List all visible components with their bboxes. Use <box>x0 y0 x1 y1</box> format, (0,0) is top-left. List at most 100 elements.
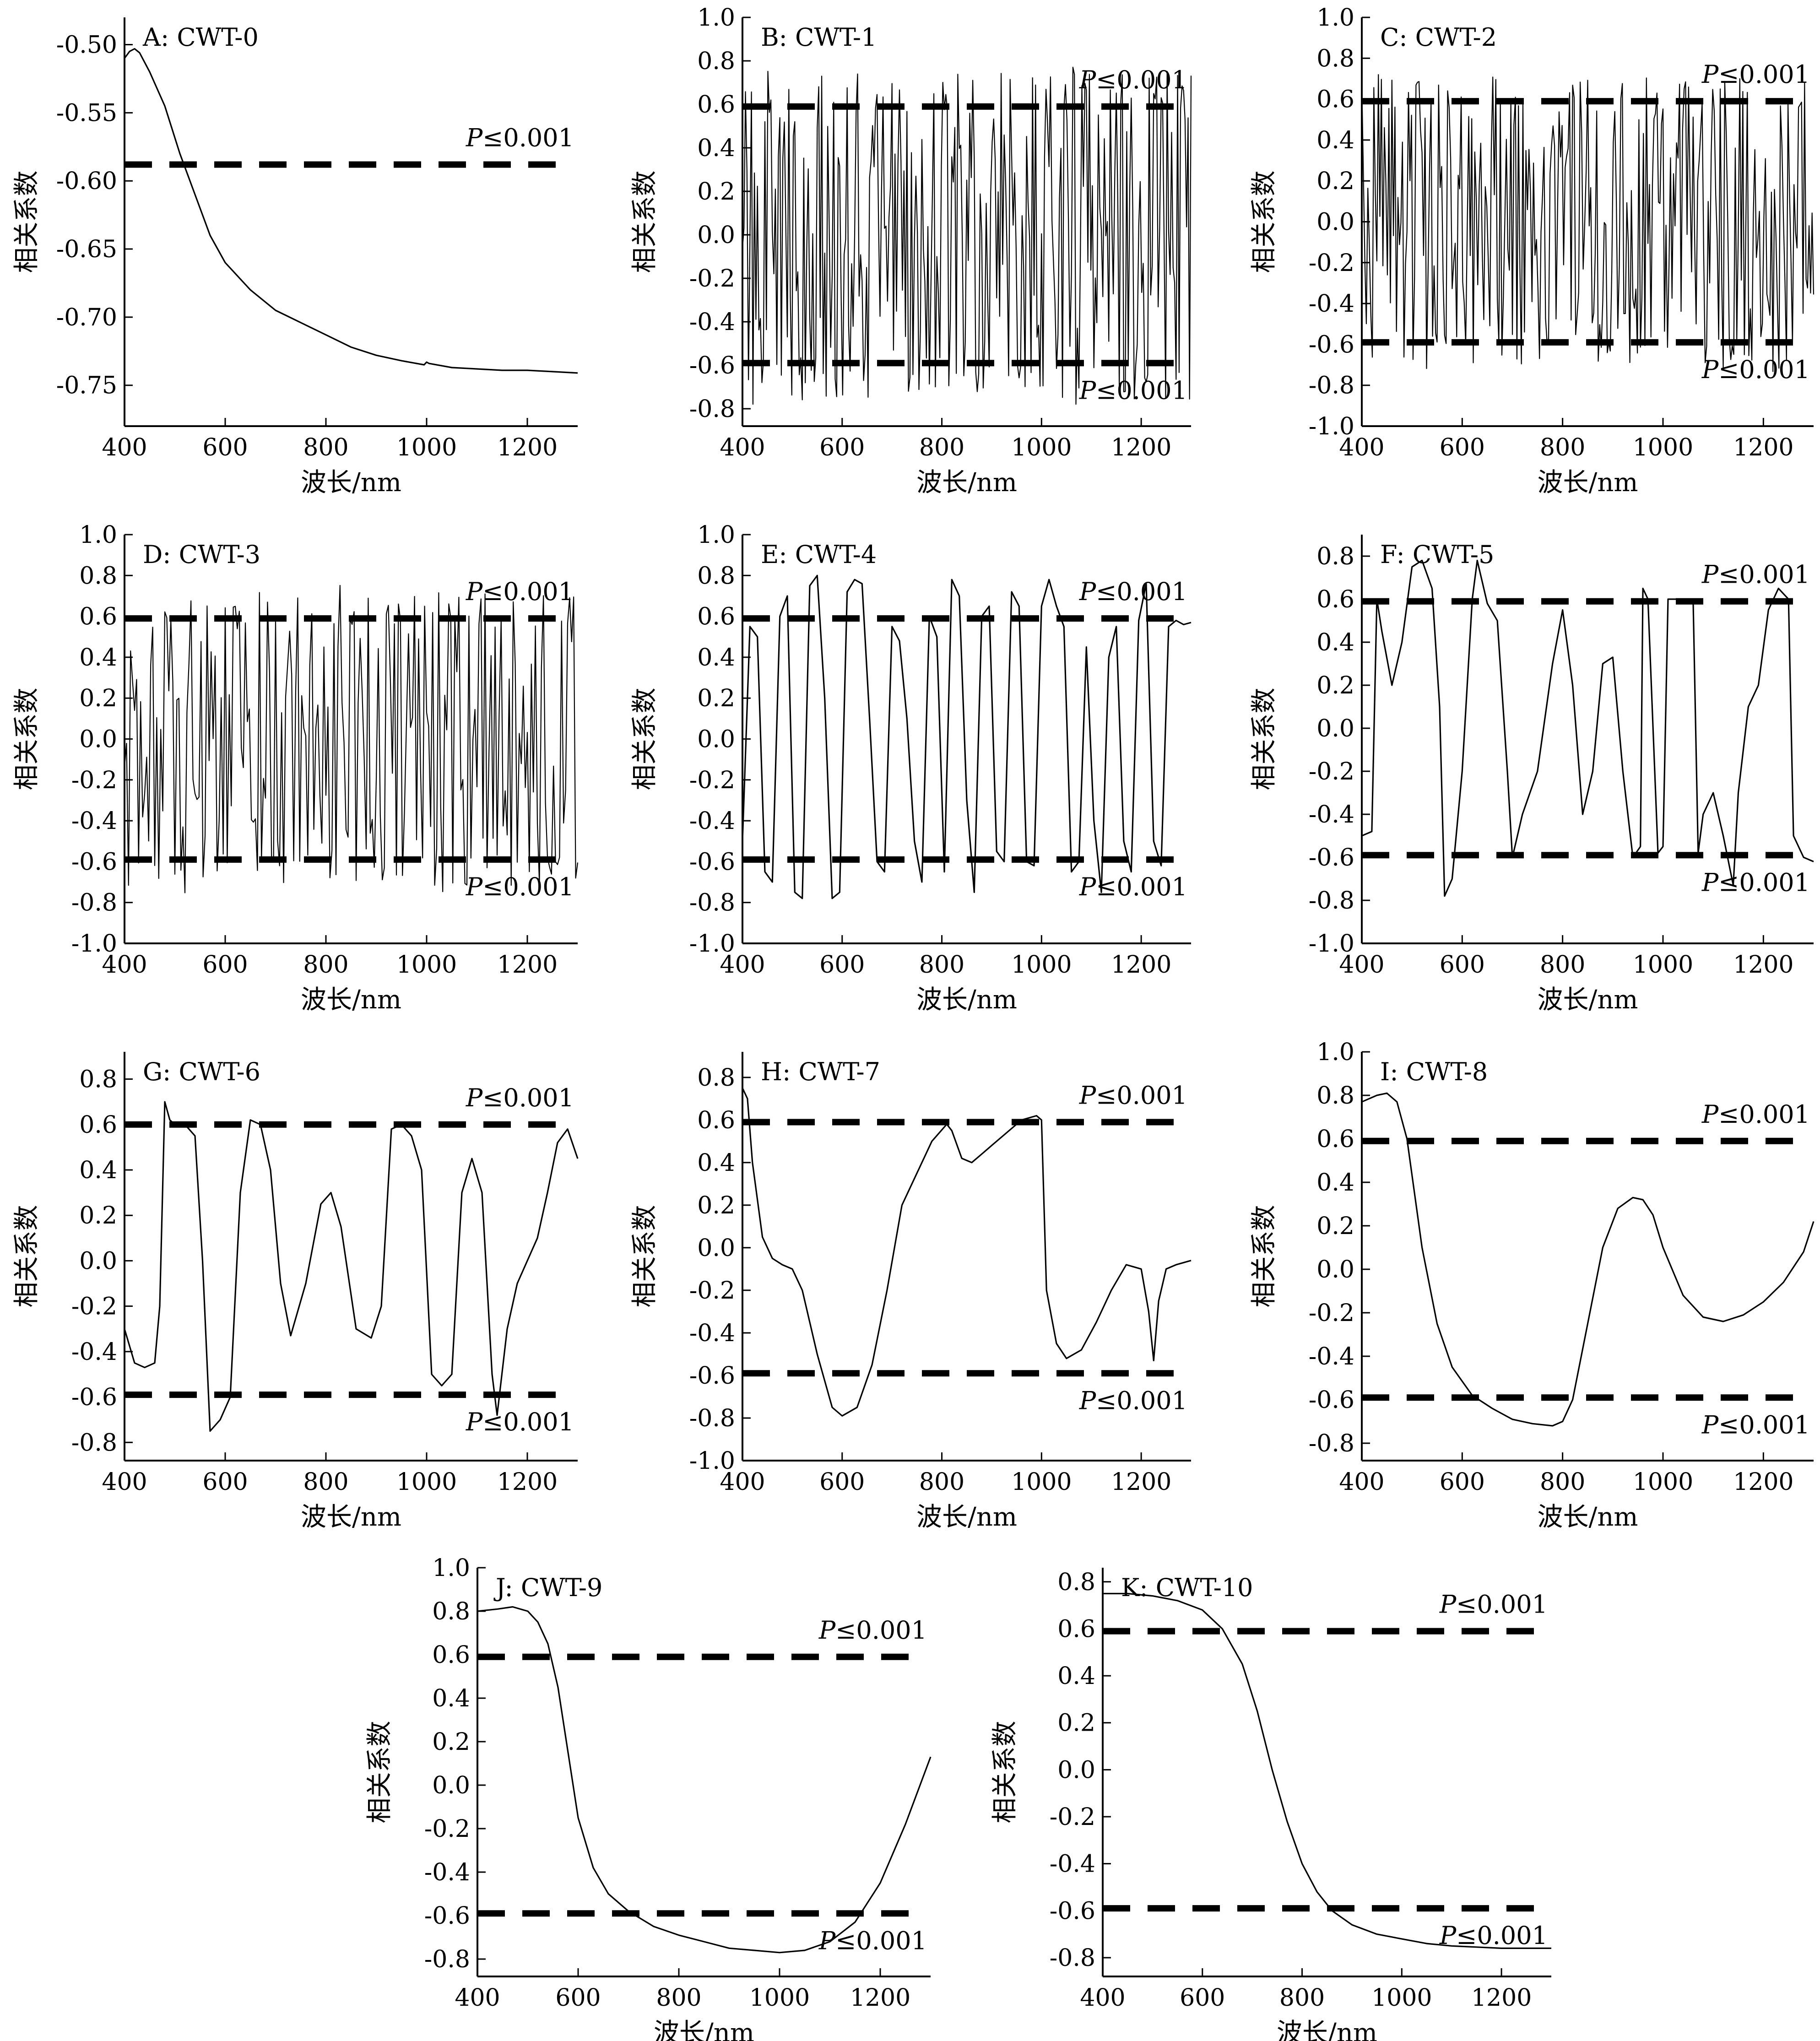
x-tick-label: 800 <box>1540 434 1585 461</box>
y-axis-label: 相关系数 <box>12 688 42 790</box>
y-tick-label: -0.70 <box>56 304 117 331</box>
significance-label: P≤0.001 <box>1079 65 1187 94</box>
y-tick-label: 0.4 <box>1316 127 1354 154</box>
y-axis-label: 相关系数 <box>1249 1205 1279 1308</box>
x-tick-label: 800 <box>1279 1984 1325 2012</box>
significance-label: P≤0.001 <box>1079 1386 1187 1415</box>
y-tick-label: 1.0 <box>432 1554 470 1582</box>
x-tick-label: 1200 <box>1733 434 1793 461</box>
x-tick-label: 400 <box>1339 434 1384 461</box>
y-tick-label: 0.8 <box>697 48 735 75</box>
y-tick-label: 0.2 <box>697 1192 735 1219</box>
y-tick-label: 0.8 <box>697 1064 735 1092</box>
y-tick-label: -0.8 <box>1050 1944 1095 1972</box>
x-tick-label: 600 <box>202 951 248 979</box>
y-tick-label: -0.4 <box>1309 801 1354 828</box>
y-axis-label: 相关系数 <box>365 1721 395 1824</box>
y-tick-label: 0.8 <box>432 1598 470 1625</box>
x-tick-label: 1000 <box>396 1468 457 1496</box>
y-tick-label: -0.6 <box>689 848 735 876</box>
y-tick-label: -0.6 <box>71 1384 117 1411</box>
significance-label: P≤0.001 <box>1701 1100 1810 1129</box>
x-tick-label: 1000 <box>1011 1468 1072 1496</box>
x-tick-label: 600 <box>1440 434 1485 461</box>
x-axis-label: 波长/nm <box>1277 2018 1377 2041</box>
y-tick-label: -0.6 <box>424 1902 470 1930</box>
y-tick-label: -0.50 <box>56 32 117 59</box>
y-tick-label: -0.65 <box>56 236 117 263</box>
x-tick-label: 1200 <box>1733 951 1793 979</box>
y-tick-label: 0.2 <box>1057 1710 1095 1737</box>
y-tick-label: 0.6 <box>79 1111 117 1139</box>
x-axis-label: 波长/nm <box>654 2018 754 2041</box>
x-tick-label: 800 <box>303 951 348 979</box>
y-axis-label: 相关系数 <box>12 171 42 273</box>
y-tick-label: -0.55 <box>56 99 117 127</box>
x-axis-label: 波长/nm <box>916 985 1017 1015</box>
x-tick-label: 600 <box>819 434 865 461</box>
x-tick-label: 800 <box>656 1984 701 2012</box>
y-tick-label: 1.0 <box>79 521 117 549</box>
x-tick-label: 600 <box>819 951 865 979</box>
y-tick-label: 0.2 <box>432 1728 470 1756</box>
x-tick-label: 400 <box>102 1468 147 1496</box>
y-tick-label: 0.0 <box>697 1234 735 1262</box>
y-tick-label: 0.6 <box>1316 586 1354 613</box>
x-tick-label: 400 <box>720 951 765 979</box>
significance-label: P≤0.001 <box>466 577 574 606</box>
x-tick-label: 1000 <box>396 434 457 461</box>
x-tick-label: 400 <box>102 951 147 979</box>
y-tick-label: 0.4 <box>697 1149 735 1177</box>
significance-label: P≤0.001 <box>1701 560 1810 589</box>
y-axis-label: 相关系数 <box>630 688 660 790</box>
y-tick-label: -0.8 <box>689 889 735 917</box>
y-tick-label: 1.0 <box>697 4 735 32</box>
significance-label: P≤0.001 <box>1701 868 1810 897</box>
y-tick-label: -0.4 <box>1309 290 1354 318</box>
x-tick-label: 400 <box>1339 1468 1384 1496</box>
y-tick-label: -0.4 <box>71 807 117 835</box>
y-tick-label: 1.0 <box>1316 4 1354 32</box>
y-tick-label: -0.8 <box>689 395 735 423</box>
y-tick-label: -0.2 <box>689 1277 735 1305</box>
x-tick-label: 1200 <box>1471 1984 1532 2012</box>
y-axis-label: 相关系数 <box>1249 171 1279 273</box>
x-tick-label: 600 <box>202 434 248 461</box>
y-tick-label: -0.4 <box>1050 1851 1095 1878</box>
x-tick-label: 600 <box>1440 1468 1485 1496</box>
significance-label: P≤0.001 <box>466 1083 574 1112</box>
y-tick-label: -0.8 <box>424 1946 470 1973</box>
y-axis-label: 相关系数 <box>12 1205 42 1308</box>
x-tick-label: 1200 <box>497 1468 558 1496</box>
x-axis-label: 波长/nm <box>1537 468 1638 498</box>
y-tick-label: -0.4 <box>424 1859 470 1886</box>
y-tick-label: 0.6 <box>697 91 735 119</box>
x-tick-label: 400 <box>1339 951 1384 979</box>
cwt-correlation-figure: -0.50-0.55-0.60-0.65-0.70-0.75400 600 800 1… <box>0 0 1820 2041</box>
y-tick-label: -0.2 <box>1309 758 1354 785</box>
y-tick-label: -0.6 <box>71 848 117 876</box>
y-tick-label: 0.6 <box>1316 1126 1354 1153</box>
x-tick-label: 400 <box>455 1984 500 2012</box>
panel-title: G: CWT-6 <box>143 1057 260 1086</box>
x-axis-label: 波长/nm <box>1537 1502 1638 1532</box>
y-tick-label: 0.2 <box>1316 168 1354 195</box>
x-tick-label: 800 <box>919 1468 964 1496</box>
y-tick-label: 0.0 <box>79 1247 117 1275</box>
y-tick-label: 0.6 <box>79 603 117 631</box>
y-tick-label: 0.6 <box>432 1641 470 1669</box>
significance-label: P≤0.001 <box>1701 355 1810 384</box>
x-tick-label: 400 <box>102 434 147 461</box>
panel-title: J: CWT-9 <box>493 1573 602 1602</box>
panel-title: K: CWT-10 <box>1121 1573 1253 1602</box>
y-tick-label: -0.75 <box>56 372 117 400</box>
significance-label: P≤0.001 <box>1439 1590 1548 1619</box>
y-tick-label: 0.0 <box>1316 715 1354 742</box>
x-tick-label: 1000 <box>1633 951 1693 979</box>
x-tick-label: 1000 <box>1011 434 1072 461</box>
x-axis-label: 波长/nm <box>301 1502 401 1532</box>
y-tick-label: -0.4 <box>71 1338 117 1366</box>
y-tick-label: 0.0 <box>1316 209 1354 236</box>
y-tick-label: -0.8 <box>689 1405 735 1432</box>
x-tick-label: 400 <box>720 434 765 461</box>
